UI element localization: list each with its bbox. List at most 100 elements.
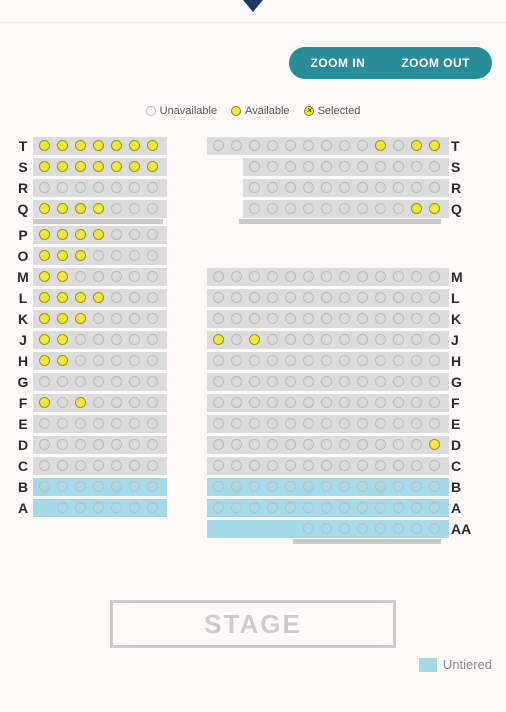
seat[interactable]	[125, 200, 143, 218]
seat[interactable]	[227, 268, 245, 286]
seat[interactable]	[425, 179, 443, 197]
seat[interactable]	[35, 331, 53, 349]
seat[interactable]	[335, 310, 353, 328]
seat[interactable]	[407, 415, 425, 433]
seat[interactable]	[335, 179, 353, 197]
seat[interactable]	[353, 137, 371, 155]
seat[interactable]	[317, 478, 335, 496]
seat[interactable]	[107, 415, 125, 433]
seat[interactable]	[35, 373, 53, 391]
seat[interactable]	[299, 373, 317, 391]
seat[interactable]	[125, 310, 143, 328]
seat[interactable]	[71, 373, 89, 391]
seat[interactable]	[263, 394, 281, 412]
seat[interactable]	[143, 200, 161, 218]
seat[interactable]	[389, 158, 407, 176]
seat[interactable]	[317, 331, 335, 349]
seat[interactable]	[209, 352, 227, 370]
seat[interactable]	[263, 478, 281, 496]
seat[interactable]	[209, 310, 227, 328]
seat[interactable]	[263, 499, 281, 517]
seat[interactable]	[35, 158, 53, 176]
seat[interactable]	[53, 415, 71, 433]
seat[interactable]	[71, 499, 89, 517]
seat[interactable]	[425, 373, 443, 391]
seat[interactable]	[389, 520, 407, 538]
seat[interactable]	[245, 436, 263, 454]
seat[interactable]	[35, 352, 53, 370]
seat[interactable]	[335, 520, 353, 538]
seat[interactable]	[263, 436, 281, 454]
seat[interactable]	[143, 247, 161, 265]
seat[interactable]	[389, 352, 407, 370]
seat[interactable]	[35, 137, 53, 155]
seat[interactable]	[317, 137, 335, 155]
seat[interactable]	[107, 289, 125, 307]
seat[interactable]	[425, 331, 443, 349]
seat[interactable]	[263, 373, 281, 391]
seat[interactable]	[425, 436, 443, 454]
seat[interactable]	[407, 352, 425, 370]
seat[interactable]	[353, 310, 371, 328]
seat[interactable]	[35, 478, 53, 496]
seat[interactable]	[227, 137, 245, 155]
seat[interactable]	[53, 200, 71, 218]
seat[interactable]	[245, 200, 263, 218]
seat[interactable]	[143, 310, 161, 328]
seat[interactable]	[299, 200, 317, 218]
seat[interactable]	[389, 457, 407, 475]
seat[interactable]	[335, 478, 353, 496]
seat[interactable]	[209, 137, 227, 155]
seat[interactable]	[53, 137, 71, 155]
seat[interactable]	[281, 457, 299, 475]
seat[interactable]	[209, 478, 227, 496]
seat[interactable]	[143, 179, 161, 197]
seat[interactable]	[281, 268, 299, 286]
seat[interactable]	[317, 158, 335, 176]
seat[interactable]	[425, 268, 443, 286]
seat[interactable]	[35, 226, 53, 244]
seat[interactable]	[107, 310, 125, 328]
seat[interactable]	[371, 373, 389, 391]
seat[interactable]	[245, 268, 263, 286]
seat[interactable]	[71, 310, 89, 328]
seat[interactable]	[53, 289, 71, 307]
seat[interactable]	[209, 394, 227, 412]
seat[interactable]	[335, 373, 353, 391]
seat[interactable]	[263, 268, 281, 286]
seat[interactable]	[407, 137, 425, 155]
seat[interactable]	[263, 200, 281, 218]
seat[interactable]	[143, 137, 161, 155]
seat[interactable]	[143, 394, 161, 412]
seat[interactable]	[53, 436, 71, 454]
seat[interactable]	[143, 415, 161, 433]
seat[interactable]	[125, 226, 143, 244]
seat[interactable]	[335, 457, 353, 475]
seat[interactable]	[317, 179, 335, 197]
seat[interactable]	[107, 200, 125, 218]
seat[interactable]	[71, 268, 89, 286]
seat[interactable]	[353, 289, 371, 307]
seat[interactable]	[245, 179, 263, 197]
seat[interactable]	[71, 200, 89, 218]
seat[interactable]	[71, 436, 89, 454]
seat[interactable]	[107, 436, 125, 454]
seat[interactable]	[353, 373, 371, 391]
seat[interactable]	[209, 436, 227, 454]
seat[interactable]	[53, 331, 71, 349]
seat[interactable]	[389, 137, 407, 155]
seat[interactable]	[353, 415, 371, 433]
seat[interactable]	[209, 289, 227, 307]
seat[interactable]	[299, 158, 317, 176]
seat[interactable]	[317, 200, 335, 218]
seat[interactable]	[53, 373, 71, 391]
seat[interactable]	[71, 289, 89, 307]
seat[interactable]	[317, 289, 335, 307]
seat[interactable]	[281, 415, 299, 433]
seat[interactable]	[143, 352, 161, 370]
seat[interactable]	[53, 478, 71, 496]
seat[interactable]	[299, 310, 317, 328]
seating-chart[interactable]: TTSSRRQQPOMMLLKKJJHHGGFFEEDDCCBBAAAA	[13, 135, 493, 544]
seat[interactable]	[425, 499, 443, 517]
seat[interactable]	[389, 310, 407, 328]
